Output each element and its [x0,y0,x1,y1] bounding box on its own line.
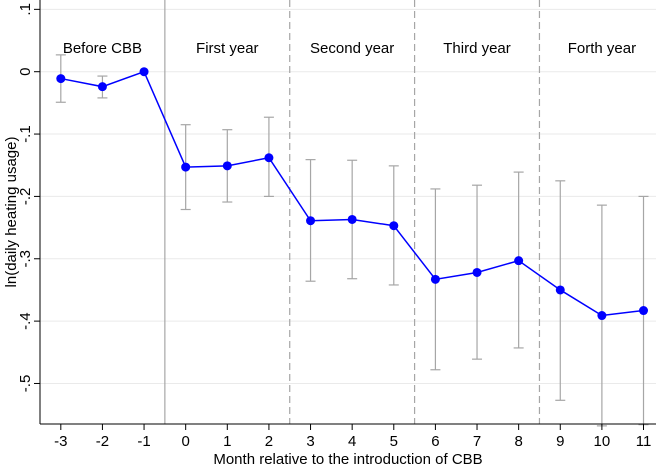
y-tick-label-3: -.2 [17,188,34,206]
data-point-2 [139,67,149,77]
y-tick-label-4: -.3 [17,250,34,268]
data-point-11 [514,256,524,266]
x-tick-label-9: 6 [431,433,439,450]
confidence-intervals [55,54,649,427]
x-tick-label-0: -3 [54,433,67,450]
x-axis-ticks: -3 -2 -1 0 1 2 3 4 5 6 7 8 9 10 11 [54,424,651,450]
data-point-4 [222,161,232,171]
period-label-4: Forth year [568,40,636,57]
data-point-7 [347,214,357,224]
y-tick-label-1: 0 [17,68,34,76]
data-point-3 [181,162,191,172]
data-point-6 [306,216,316,226]
period-label-2: Second year [310,40,394,57]
data-point-14 [639,306,649,316]
x-tick-label-2: -1 [137,433,150,450]
period-label-0: Before CBB [63,40,142,57]
x-tick-label-1: -2 [96,433,109,450]
data-points [56,67,649,321]
period-label-1: First year [196,40,259,57]
period-separators [164,0,541,424]
x-tick-label-13: 10 [594,433,611,450]
y-tick-label-6: -.5 [17,375,34,393]
y-tick-label-2: -.1 [17,125,34,143]
data-point-8 [389,221,399,231]
data-point-10 [472,267,482,277]
x-tick-label-5: 2 [265,433,273,450]
x-tick-label-10: 7 [473,433,481,450]
period-label-3: Third year [443,40,511,57]
data-point-9 [430,274,440,284]
x-tick-label-6: 3 [306,433,314,450]
y-axis-label: ln(daily heating usage) [3,137,20,288]
y-axis-ticks: .1 0 -.1 -.2 -.3 -.4 -.5 [17,3,40,392]
axes [39,0,656,425]
grid-lines [40,8,656,384]
y-tick-label-5: -.4 [17,312,34,330]
x-tick-label-7: 4 [348,433,356,450]
period-labels: Before CBB First year Second year Third yea… [63,40,636,57]
data-point-0 [56,74,66,84]
x-axis-label: Month relative to the introduction of CB… [213,451,482,468]
x-tick-label-12: 9 [556,433,564,450]
y-tick-label-0: .1 [17,3,34,16]
data-point-1 [97,82,107,92]
x-tick-label-4: 1 [223,433,231,450]
data-point-12 [555,285,565,295]
x-tick-label-8: 5 [390,433,398,450]
x-tick-label-14: 11 [636,433,652,450]
x-tick-label-11: 8 [514,433,522,450]
x-tick-label-3: 0 [182,433,190,450]
data-point-13 [597,311,607,321]
data-point-5 [264,153,274,163]
